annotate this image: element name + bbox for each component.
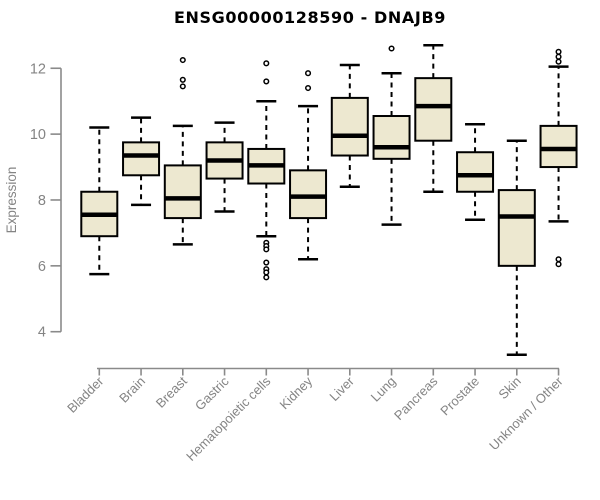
outlier-point — [555, 256, 562, 263]
boxplot-pancreas — [414, 43, 453, 193]
boxplot-hematopoietic-cells — [247, 60, 286, 281]
y-tick-label: 6 — [38, 259, 46, 275]
x-tick-label: Lung — [368, 374, 399, 405]
outlier-point — [179, 76, 186, 83]
boxplot-prostate — [456, 122, 495, 221]
outlier-point — [263, 259, 270, 266]
outlier-point — [263, 269, 270, 276]
x-tick-label: Pancreas — [391, 373, 441, 423]
y-axis-label: Expression — [4, 167, 19, 234]
outlier-point — [555, 261, 562, 268]
iqr-box — [539, 124, 578, 169]
x-tick-label: Liver — [326, 373, 357, 404]
iqr-box — [289, 169, 328, 220]
outlier-point — [388, 45, 395, 52]
x-tick-label: Brain — [116, 374, 148, 406]
x-tick-label: Kidney — [276, 373, 315, 412]
outlier-point — [305, 70, 312, 77]
outlier-point — [555, 53, 562, 60]
iqr-box — [497, 189, 536, 267]
iqr-box — [122, 141, 161, 177]
x-tick-label: Prostate — [437, 374, 482, 419]
boxplot-gastric — [205, 121, 244, 213]
boxplot-skin — [497, 139, 536, 357]
y-tick-label: 10 — [30, 127, 46, 143]
x-tick-label: Bladder — [64, 373, 107, 416]
y-tick-label: 4 — [38, 325, 46, 341]
x-tick-label: Skin — [495, 374, 523, 402]
y-tick-label: 12 — [30, 61, 46, 77]
outlier-point — [263, 274, 270, 281]
iqr-box — [456, 151, 495, 193]
iqr-box — [372, 115, 411, 160]
iqr-box — [163, 164, 202, 220]
boxplot-kidney — [289, 70, 328, 261]
x-tick-label: Unknown / Other — [486, 373, 566, 453]
outlier-point — [555, 58, 562, 65]
iqr-box — [330, 96, 369, 157]
boxplot-lung — [372, 45, 411, 226]
iqr-box — [414, 77, 453, 142]
boxplot-bladder — [80, 126, 119, 276]
boxes-layer — [80, 43, 578, 357]
outlier-point — [179, 56, 186, 64]
boxplot-liver — [330, 63, 369, 189]
boxplot-brain — [122, 116, 161, 207]
boxplot-unknown-other — [539, 48, 578, 268]
outlier-point — [263, 246, 270, 253]
outlier-point — [555, 48, 562, 55]
chart-title: ENSG00000128590 - DNAJB9 — [174, 8, 446, 27]
x-tick-label: Breast — [153, 373, 190, 410]
outlier-point — [305, 84, 312, 92]
outlier-point — [263, 78, 270, 85]
outlier-point — [179, 83, 186, 90]
x-tick-label: Gastric — [192, 373, 232, 413]
boxplot-breast — [163, 56, 202, 246]
y-tick-label: 8 — [38, 193, 46, 209]
outlier-point — [263, 60, 270, 67]
